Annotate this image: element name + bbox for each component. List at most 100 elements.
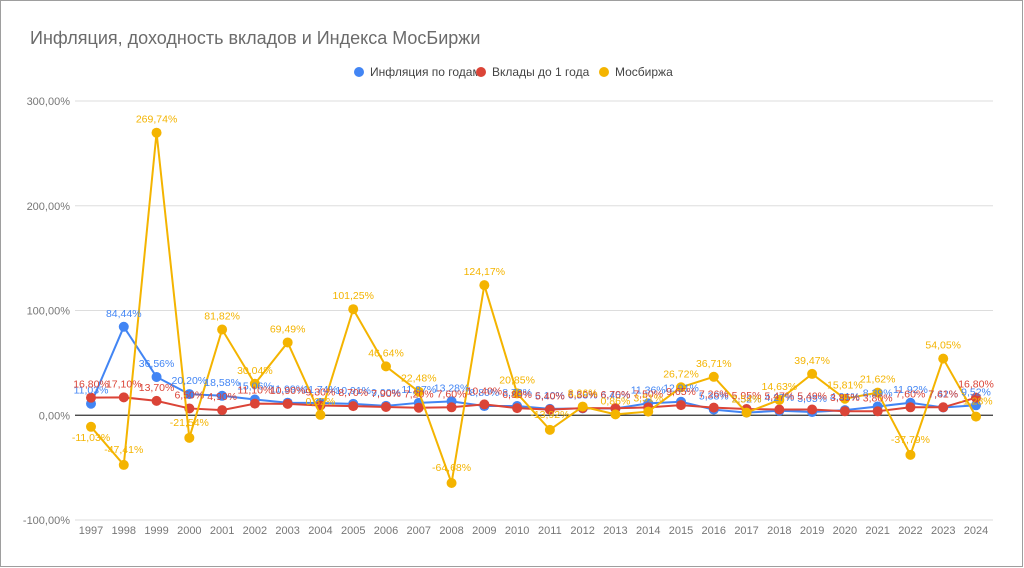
legend-entry: Инфляция по годам xyxy=(370,65,481,79)
data-label: 8,39% xyxy=(863,387,893,399)
data-point xyxy=(512,388,523,399)
legend-marker xyxy=(599,67,609,77)
data-point xyxy=(249,378,260,389)
data-point xyxy=(86,421,96,432)
x-tick-label: 2007 xyxy=(407,525,431,537)
data-label: -21,54% xyxy=(170,417,209,429)
data-point xyxy=(774,404,785,415)
x-tick-label: 2019 xyxy=(800,525,824,537)
data-label: 11,36% xyxy=(631,384,666,396)
x-tick-label: 2016 xyxy=(702,525,726,537)
x-tick-label: 2014 xyxy=(636,525,660,537)
series-lines xyxy=(86,127,981,489)
data-label: 69,49% xyxy=(270,323,306,335)
data-label: 4,91% xyxy=(830,391,860,403)
chart-title: Инфляция, доходность вкладов и Индекса М… xyxy=(30,28,481,48)
data-point xyxy=(413,402,424,413)
data-point xyxy=(512,403,523,414)
data-label: 36,71% xyxy=(696,358,732,370)
data-label: 7,61% xyxy=(928,388,958,400)
data-point xyxy=(282,337,293,348)
y-tick-label: -100,00% xyxy=(23,515,70,527)
data-label: 5,49% xyxy=(797,390,827,402)
data-label: 9,65% xyxy=(666,386,696,398)
data-point xyxy=(118,392,129,403)
data-point xyxy=(708,371,719,382)
data-label: 0,32% xyxy=(306,396,336,408)
x-tick-label: 2005 xyxy=(341,525,365,537)
data-label: -47,41% xyxy=(104,444,143,456)
data-labels: 11,03%84,44%36,56%20,20%18,58%15,06%11,9… xyxy=(72,114,994,474)
data-label: 18,58% xyxy=(204,377,240,389)
x-tick-label: 2010 xyxy=(505,525,529,537)
data-label: -13,92% xyxy=(530,409,569,421)
data-point xyxy=(905,449,916,460)
data-point xyxy=(676,400,686,411)
data-label: 6,45% xyxy=(601,389,631,401)
x-tick-label: 1999 xyxy=(144,525,168,537)
data-point xyxy=(413,386,424,397)
data-label: 20,85% xyxy=(499,374,535,386)
x-tick-label: 2001 xyxy=(210,525,234,537)
data-label: 2,52% xyxy=(732,394,762,406)
y-tick-label: 300,00% xyxy=(27,96,71,108)
data-label: 101,25% xyxy=(332,290,373,302)
x-tick-label: 2018 xyxy=(767,525,791,537)
x-tick-label: 2011 xyxy=(538,525,562,537)
data-label: 13,70% xyxy=(139,382,175,394)
data-point xyxy=(839,393,850,404)
x-tick-label: 2012 xyxy=(570,525,594,537)
data-point xyxy=(217,405,228,416)
x-tick-label: 1998 xyxy=(112,525,136,537)
data-point xyxy=(118,321,129,332)
data-label: 8,26% xyxy=(568,388,598,400)
data-point xyxy=(708,402,719,413)
data-label: 9,30% xyxy=(306,387,336,399)
data-point xyxy=(217,390,228,401)
data-label: 11,87% xyxy=(401,384,436,396)
data-point xyxy=(348,304,359,315)
x-tick-label: 2015 xyxy=(669,525,693,537)
x-tick-label: 2006 xyxy=(374,525,398,537)
data-point xyxy=(479,399,490,410)
legend-marker xyxy=(476,67,486,77)
data-point xyxy=(381,361,391,372)
data-point xyxy=(577,401,588,412)
data-label: 9,52% xyxy=(961,386,991,398)
data-point xyxy=(971,392,981,403)
data-point xyxy=(643,406,654,417)
y-tick-label: 200,00% xyxy=(27,201,71,213)
data-label: 12,91% xyxy=(663,383,699,395)
data-label: 6,80% xyxy=(502,389,532,401)
axes: -100,00% 0,00% 100,00% 200,00% 300,00% 1997 19… xyxy=(23,96,988,537)
data-label: 124,17% xyxy=(464,266,505,278)
data-label: 30,04% xyxy=(237,365,273,377)
data-label: 0,86% xyxy=(601,395,631,407)
data-point xyxy=(544,424,555,435)
x-tick-label: 2022 xyxy=(898,525,922,537)
x-tick-label: 2003 xyxy=(275,525,299,537)
x-tick-label: 2008 xyxy=(439,525,463,537)
x-tick-label: 2023 xyxy=(931,525,955,537)
data-point xyxy=(151,395,162,406)
x-tick-label: 2004 xyxy=(308,525,332,537)
data-label: 3,05% xyxy=(797,393,827,405)
data-label: 5,40% xyxy=(535,391,565,403)
data-label: -37,79% xyxy=(891,434,930,446)
data-label: 16,80% xyxy=(73,379,109,391)
data-point xyxy=(938,353,949,364)
data-point xyxy=(151,371,162,382)
data-point xyxy=(610,409,621,420)
x-tick-label: 2013 xyxy=(603,525,627,537)
data-point xyxy=(446,402,457,413)
data-label: -64,68% xyxy=(432,462,471,474)
series-line xyxy=(90,132,977,487)
data-label: 11,10% xyxy=(237,385,272,397)
legend-entry: Вклады до 1 года xyxy=(492,65,590,79)
data-point xyxy=(282,398,293,409)
data-label: 6,80% xyxy=(568,389,598,401)
data-label: 269,74% xyxy=(136,114,177,126)
data-point xyxy=(971,400,981,411)
legend-marker xyxy=(354,67,364,77)
